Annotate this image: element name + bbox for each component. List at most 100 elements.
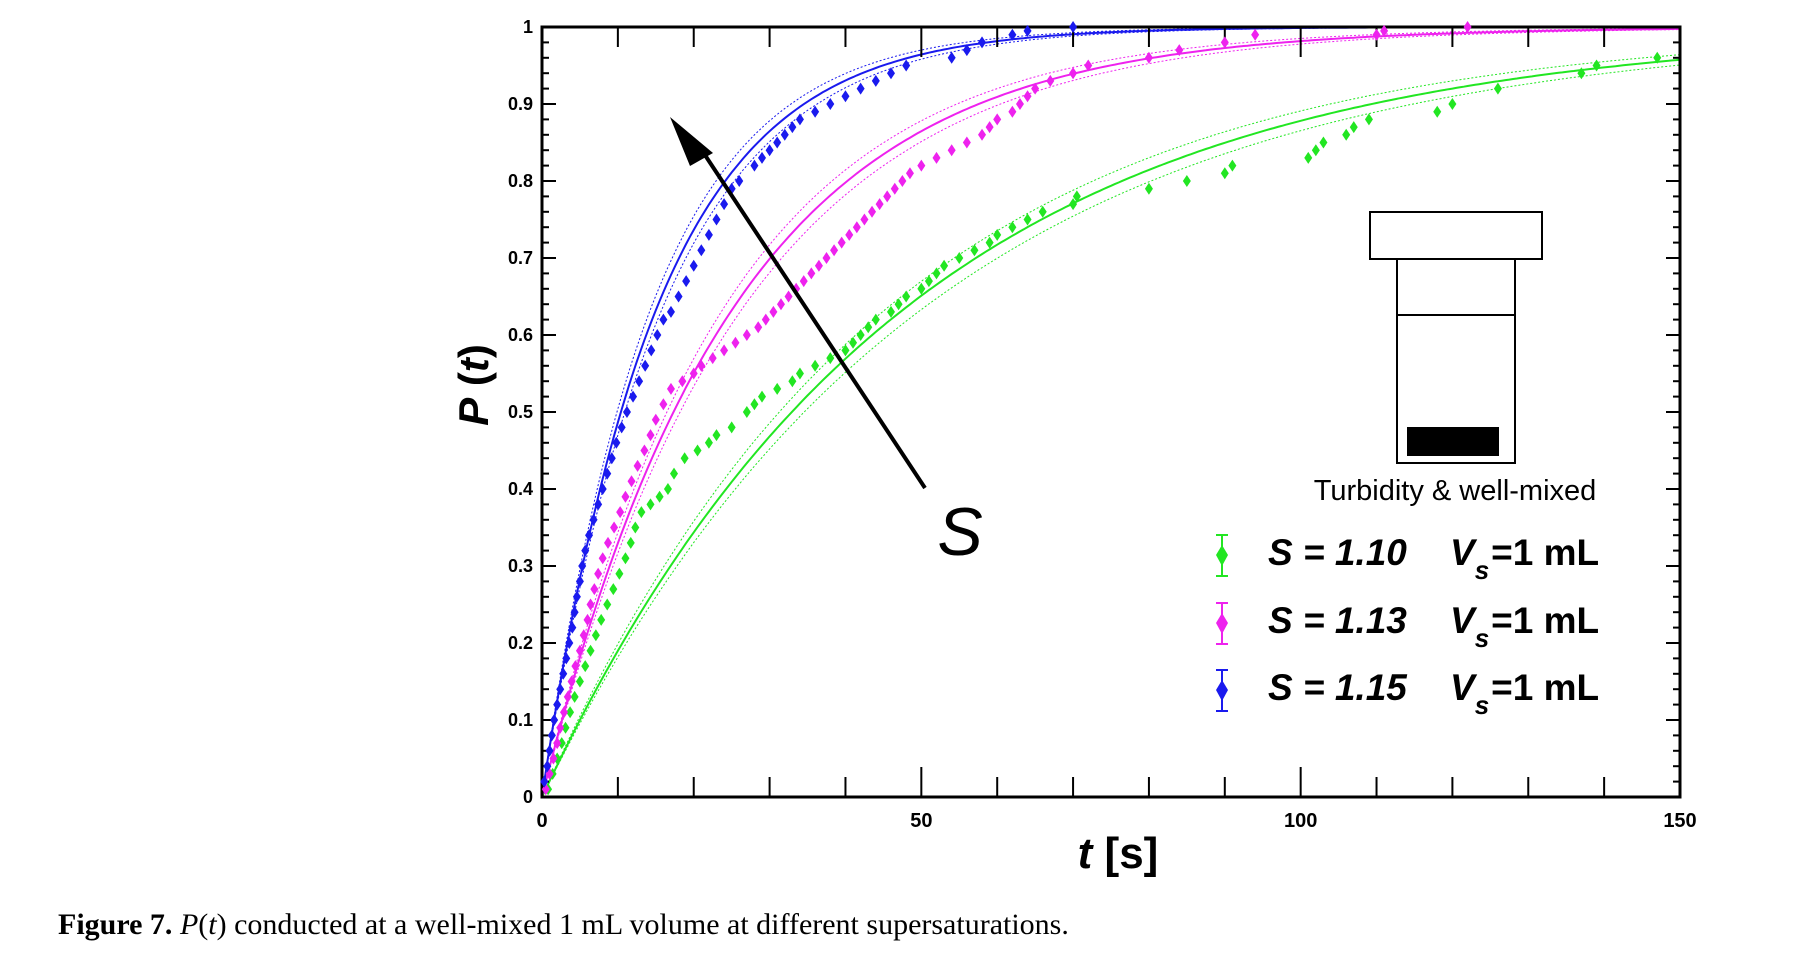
data-point-series-0 <box>886 305 895 318</box>
data-point-series-2 <box>568 621 577 634</box>
chart: 0 0.1 0.2 0.3 0.4 0.5 0.6 0.7 0.8 0.9 1 0 50 100 150 P… <box>450 17 1697 878</box>
y-axis-label: P (t) <box>450 344 497 426</box>
data-point-series-1 <box>571 660 580 673</box>
data-point-series-1 <box>621 490 630 503</box>
data-point-series-2 <box>585 529 594 542</box>
data-point-series-1 <box>646 429 655 442</box>
data-point-series-1 <box>1069 67 1078 80</box>
data-point-series-0 <box>841 344 850 357</box>
data-point-series-2 <box>689 259 698 272</box>
data-point-series-1 <box>579 629 588 642</box>
data-point-series-1 <box>640 444 649 457</box>
y-tick-label: 0.2 <box>508 633 533 653</box>
data-point-series-1 <box>583 613 592 626</box>
data-point-series-0 <box>1319 136 1328 149</box>
data-point-series-0 <box>826 352 835 365</box>
legend-var: V <box>1450 600 1478 641</box>
legend-sub: s <box>1475 623 1489 653</box>
fit-band-upper-1 <box>541 29 1681 798</box>
data-point-series-2 <box>682 275 691 288</box>
data-point-series-1 <box>1372 28 1381 41</box>
data-point-series-0 <box>924 275 933 288</box>
x-tick-label: 150 <box>1663 810 1696 832</box>
data-point-series-2 <box>556 683 565 696</box>
data-point-series-1 <box>1251 28 1260 41</box>
data-point-series-2 <box>773 136 782 149</box>
data-point-series-2 <box>659 313 668 326</box>
data-point-series-0 <box>586 644 595 657</box>
data-point-series-2 <box>607 452 616 465</box>
data-point-series-1 <box>616 506 625 519</box>
data-point-series-0 <box>742 406 751 418</box>
data-point-series-1 <box>575 644 584 657</box>
data-point-series-2 <box>635 375 644 388</box>
x-axis-label-unit: [s] <box>1105 829 1159 878</box>
data-point-series-0 <box>902 290 911 303</box>
data-point-series-1 <box>905 167 914 180</box>
legend-value: =1 mL <box>1491 667 1599 708</box>
fit-curve-1 <box>541 27 1680 798</box>
data-point-series-0 <box>597 613 606 626</box>
data-point-series-1 <box>567 675 576 688</box>
data-point-series-2 <box>575 575 584 588</box>
data-point-series-0 <box>1592 59 1601 72</box>
data-point-series-0 <box>1433 105 1442 118</box>
data-point-series-1 <box>731 336 740 349</box>
data-point-series-0 <box>621 552 630 565</box>
data-point-series-1 <box>633 459 642 472</box>
figure-caption: Figure 7. P(t) conducted at a well-mixed… <box>58 908 1069 941</box>
data-point-series-0 <box>750 398 759 411</box>
legend-sub: s <box>1475 555 1489 585</box>
data-point-series-0 <box>615 567 624 580</box>
data-point-series-1 <box>852 221 861 234</box>
data-point-series-2 <box>629 390 638 403</box>
data-point-series-1 <box>769 305 778 318</box>
data-point-series-1 <box>761 313 770 326</box>
supersaturation-arrow <box>670 117 927 490</box>
x-tick-label: 100 <box>1284 810 1317 832</box>
data-point-series-2 <box>826 98 835 110</box>
data-point-series-2 <box>1023 24 1032 37</box>
data-point-series-1 <box>1144 51 1153 64</box>
y-tick-label: 0.7 <box>508 248 533 268</box>
data-point-series-1 <box>1220 36 1229 49</box>
legend-sub: s <box>1475 690 1489 720</box>
data-point-series-0 <box>575 675 584 688</box>
data-point-series-1 <box>678 375 687 388</box>
data-point-series-1 <box>985 121 994 134</box>
data-point-series-1 <box>814 259 823 272</box>
data-point-series-0 <box>609 583 618 596</box>
data-point-series-2 <box>540 775 549 788</box>
data-point-series-2 <box>598 483 607 495</box>
legend-item-s115: S = 1.15 Vs=1 mL <box>1216 667 1599 720</box>
caption-label: Figure 7. <box>58 908 173 941</box>
data-point-series-0 <box>693 444 702 457</box>
x-axis-label-var: t <box>1078 829 1095 878</box>
fit-curve-0 <box>541 58 1681 798</box>
y-axis-label-var: t <box>450 356 497 372</box>
y-tick-label: 0.4 <box>508 479 533 499</box>
data-point-series-0 <box>704 436 713 449</box>
svg-text:S = 1.13 Vs=1 mL: S = 1.13 Vs=1 mL <box>1268 600 1599 653</box>
x-tick-label: 0 <box>536 810 547 832</box>
data-point-series-0 <box>1228 159 1237 172</box>
y-tick-label: 0.3 <box>508 556 533 576</box>
data-point-series-0 <box>917 282 926 295</box>
data-point-series-1 <box>689 367 698 380</box>
data-point-series-2 <box>581 544 590 557</box>
data-point-series-2 <box>758 151 767 164</box>
data-point-series-2 <box>1008 28 1017 41</box>
data-point-series-2 <box>559 667 568 680</box>
data-point-series-1 <box>932 151 941 164</box>
legend-label: S = 1.15 <box>1268 667 1408 708</box>
data-point-series-1 <box>1031 82 1040 95</box>
data-point-series-2 <box>788 121 797 134</box>
data-point-series-1 <box>799 275 808 288</box>
data-point-series-1 <box>666 382 675 395</box>
data-point-series-0 <box>788 375 797 388</box>
data-point-series-2 <box>856 82 865 95</box>
data-point-series-0 <box>1069 198 1078 211</box>
data-point-series-1 <box>610 521 619 534</box>
data-point-series-1 <box>1015 98 1024 110</box>
data-point-series-0 <box>849 336 858 349</box>
